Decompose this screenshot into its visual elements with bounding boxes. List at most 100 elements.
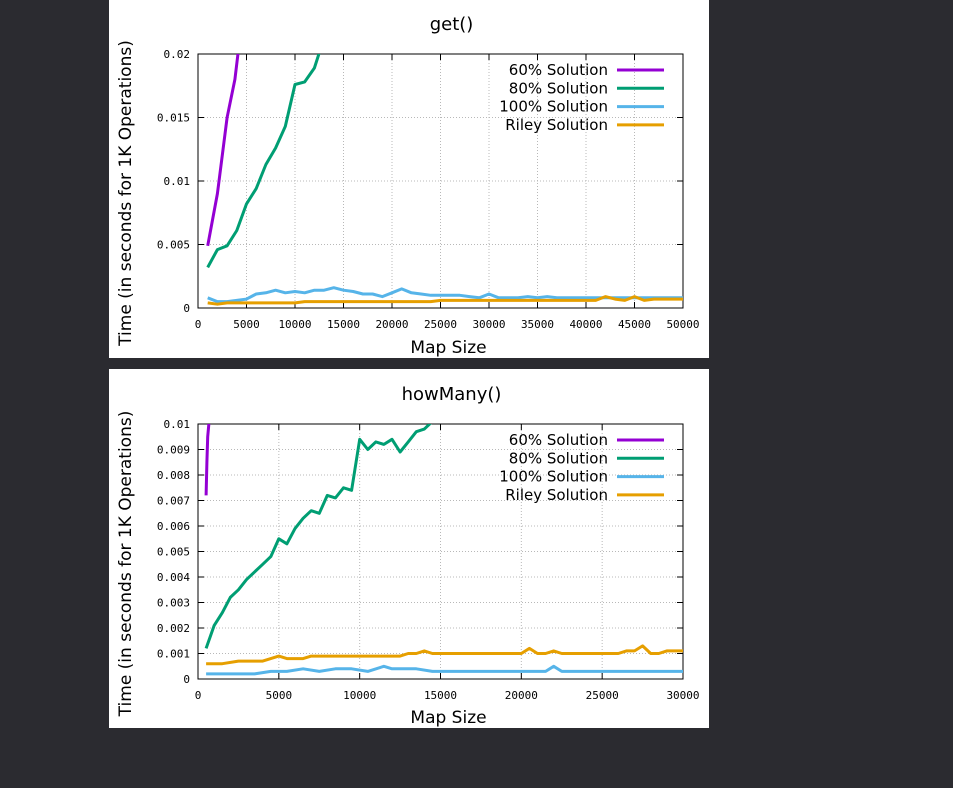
x-tick-label: 50000 (666, 318, 699, 331)
x-tick: 0 (195, 424, 202, 702)
y-tick-label: 0.01 (164, 175, 191, 188)
x-tick-label: 0 (195, 318, 202, 331)
x-tick: 35000 (521, 54, 554, 331)
legend-label: 100% Solution (499, 98, 608, 116)
y-tick: 0 (183, 302, 683, 315)
x-tick-label: 15000 (424, 689, 457, 702)
x-tick: 30000 (666, 424, 700, 702)
series-group (204, 424, 683, 676)
y-tick: 0.02 (164, 48, 683, 61)
x-tick-label: 30000 (666, 689, 699, 702)
x-tick-label: 10000 (343, 689, 376, 702)
x-tick: 0 (195, 54, 202, 331)
y-axis-label: Time (in seconds for 1K Operations) (116, 411, 136, 718)
x-tick-label: 20000 (375, 318, 408, 331)
legend-label: 60% Solution (509, 431, 608, 449)
y-tick: 0.008 (157, 469, 683, 482)
y-tick-label: 0 (183, 302, 190, 315)
series-line-60-solution (206, 54, 240, 247)
x-tick-label: 30000 (472, 318, 505, 331)
x-axis-label: Map Size (410, 338, 486, 358)
howmany-chart-panel: 0 5000 10000 15000 20000 25000 30000 0 0.001 0.00… (109, 369, 709, 728)
x-tick-label: 35000 (521, 318, 554, 331)
series-line-60-solution (204, 424, 211, 496)
y-tick: 0.004 (157, 571, 683, 584)
x-tick: 20000 (505, 424, 538, 702)
y-tick: 0.002 (157, 622, 683, 635)
x-tick: 50000 (666, 54, 700, 331)
series-line-100-solution (206, 664, 683, 676)
y-tick-label: 0.001 (157, 648, 190, 661)
y-tick: 0.01 (164, 175, 683, 188)
series-line-80-solution (204, 424, 432, 649)
y-tick-label: 0.003 (157, 597, 190, 610)
legend-label: 60% Solution (509, 61, 608, 79)
x-tick-label: 20000 (505, 689, 538, 702)
y-tick-label: 0.015 (157, 112, 190, 125)
legend-label: 100% Solution (499, 468, 608, 486)
y-tick-label: 0.005 (157, 239, 190, 252)
chart-title: get() (430, 14, 474, 35)
y-tick-label: 0.009 (157, 444, 190, 457)
x-tick: 40000 (569, 54, 603, 331)
x-tick-label: 15000 (327, 318, 360, 331)
series-line-riley-solution (207, 295, 683, 306)
y-tick-label: 0.006 (157, 520, 190, 533)
x-tick: 15000 (424, 424, 457, 702)
legend-item-80-solution: 80% Solution (509, 449, 664, 467)
legend-item-60-solution: 60% Solution (509, 61, 664, 79)
y-tick: 0.003 (157, 597, 683, 610)
legend-label: Riley Solution (505, 116, 608, 134)
y-tick: 0.001 (157, 648, 683, 661)
x-tick: 5000 (233, 54, 260, 331)
y-tick: 0.015 (157, 112, 683, 125)
x-tick: 5000 (266, 424, 293, 702)
x-tick-label: 45000 (618, 318, 651, 331)
x-axis-label: Map Size (410, 708, 486, 728)
x-tick: 25000 (586, 424, 619, 702)
grid (198, 54, 683, 308)
series-line-80-solution (206, 54, 321, 269)
y-axis-label: Time (in seconds for 1K Operations) (116, 40, 136, 347)
legend-item-riley-solution: Riley Solution (505, 486, 664, 504)
x-tick-label: 25000 (424, 318, 457, 331)
x-tick-label: 25000 (586, 689, 619, 702)
legend-item-60-solution: 60% Solution (509, 431, 664, 449)
series-group (206, 54, 683, 306)
x-tick-label: 0 (195, 689, 202, 702)
y-tick-label: 0.02 (164, 48, 191, 61)
y-tick: 0.006 (157, 520, 683, 533)
y-tick: 0.005 (157, 239, 683, 252)
x-tick: 25000 (424, 54, 457, 331)
y-tick-label: 0.004 (157, 571, 190, 584)
x-tick: 45000 (618, 54, 651, 331)
legend-label: Riley Solution (505, 486, 608, 504)
legend-item-riley-solution: Riley Solution (505, 116, 664, 134)
legend-item-100-solution: 100% Solution (499, 468, 664, 486)
get-chart-panel: 0 5000 10000 15000 20000 25000 30000 35000 40000… (109, 0, 709, 358)
chart-title: howMany() (402, 384, 502, 405)
y-tick: 0.01 (164, 418, 683, 431)
legend-item-80-solution: 80% Solution (509, 79, 664, 97)
y-tick: 0.005 (157, 546, 683, 559)
y-tick: 0 (183, 673, 683, 686)
y-tick-label: 0.008 (157, 469, 190, 482)
x-tick-label: 10000 (278, 318, 311, 331)
legend-label: 80% Solution (509, 79, 608, 97)
get-chart: 0 5000 10000 15000 20000 25000 30000 35000 40000… (116, 14, 700, 358)
y-tick-label: 0 (183, 673, 190, 686)
y-tick-label: 0.005 (157, 546, 190, 559)
y-tick-label: 0.007 (157, 495, 190, 508)
y-tick: 0.009 (157, 444, 683, 457)
y-tick-label: 0.002 (157, 622, 190, 635)
y-tick: 0.007 (157, 495, 683, 508)
x-tick-label: 5000 (233, 318, 260, 331)
howmany-chart: 0 5000 10000 15000 20000 25000 30000 0 0.001 0.00… (116, 384, 700, 728)
x-tick-label: 40000 (569, 318, 602, 331)
series-line-riley-solution (206, 644, 683, 666)
legend-item-100-solution: 100% Solution (499, 98, 664, 116)
x-tick-label: 5000 (266, 689, 293, 702)
y-tick-label: 0.01 (164, 418, 191, 431)
